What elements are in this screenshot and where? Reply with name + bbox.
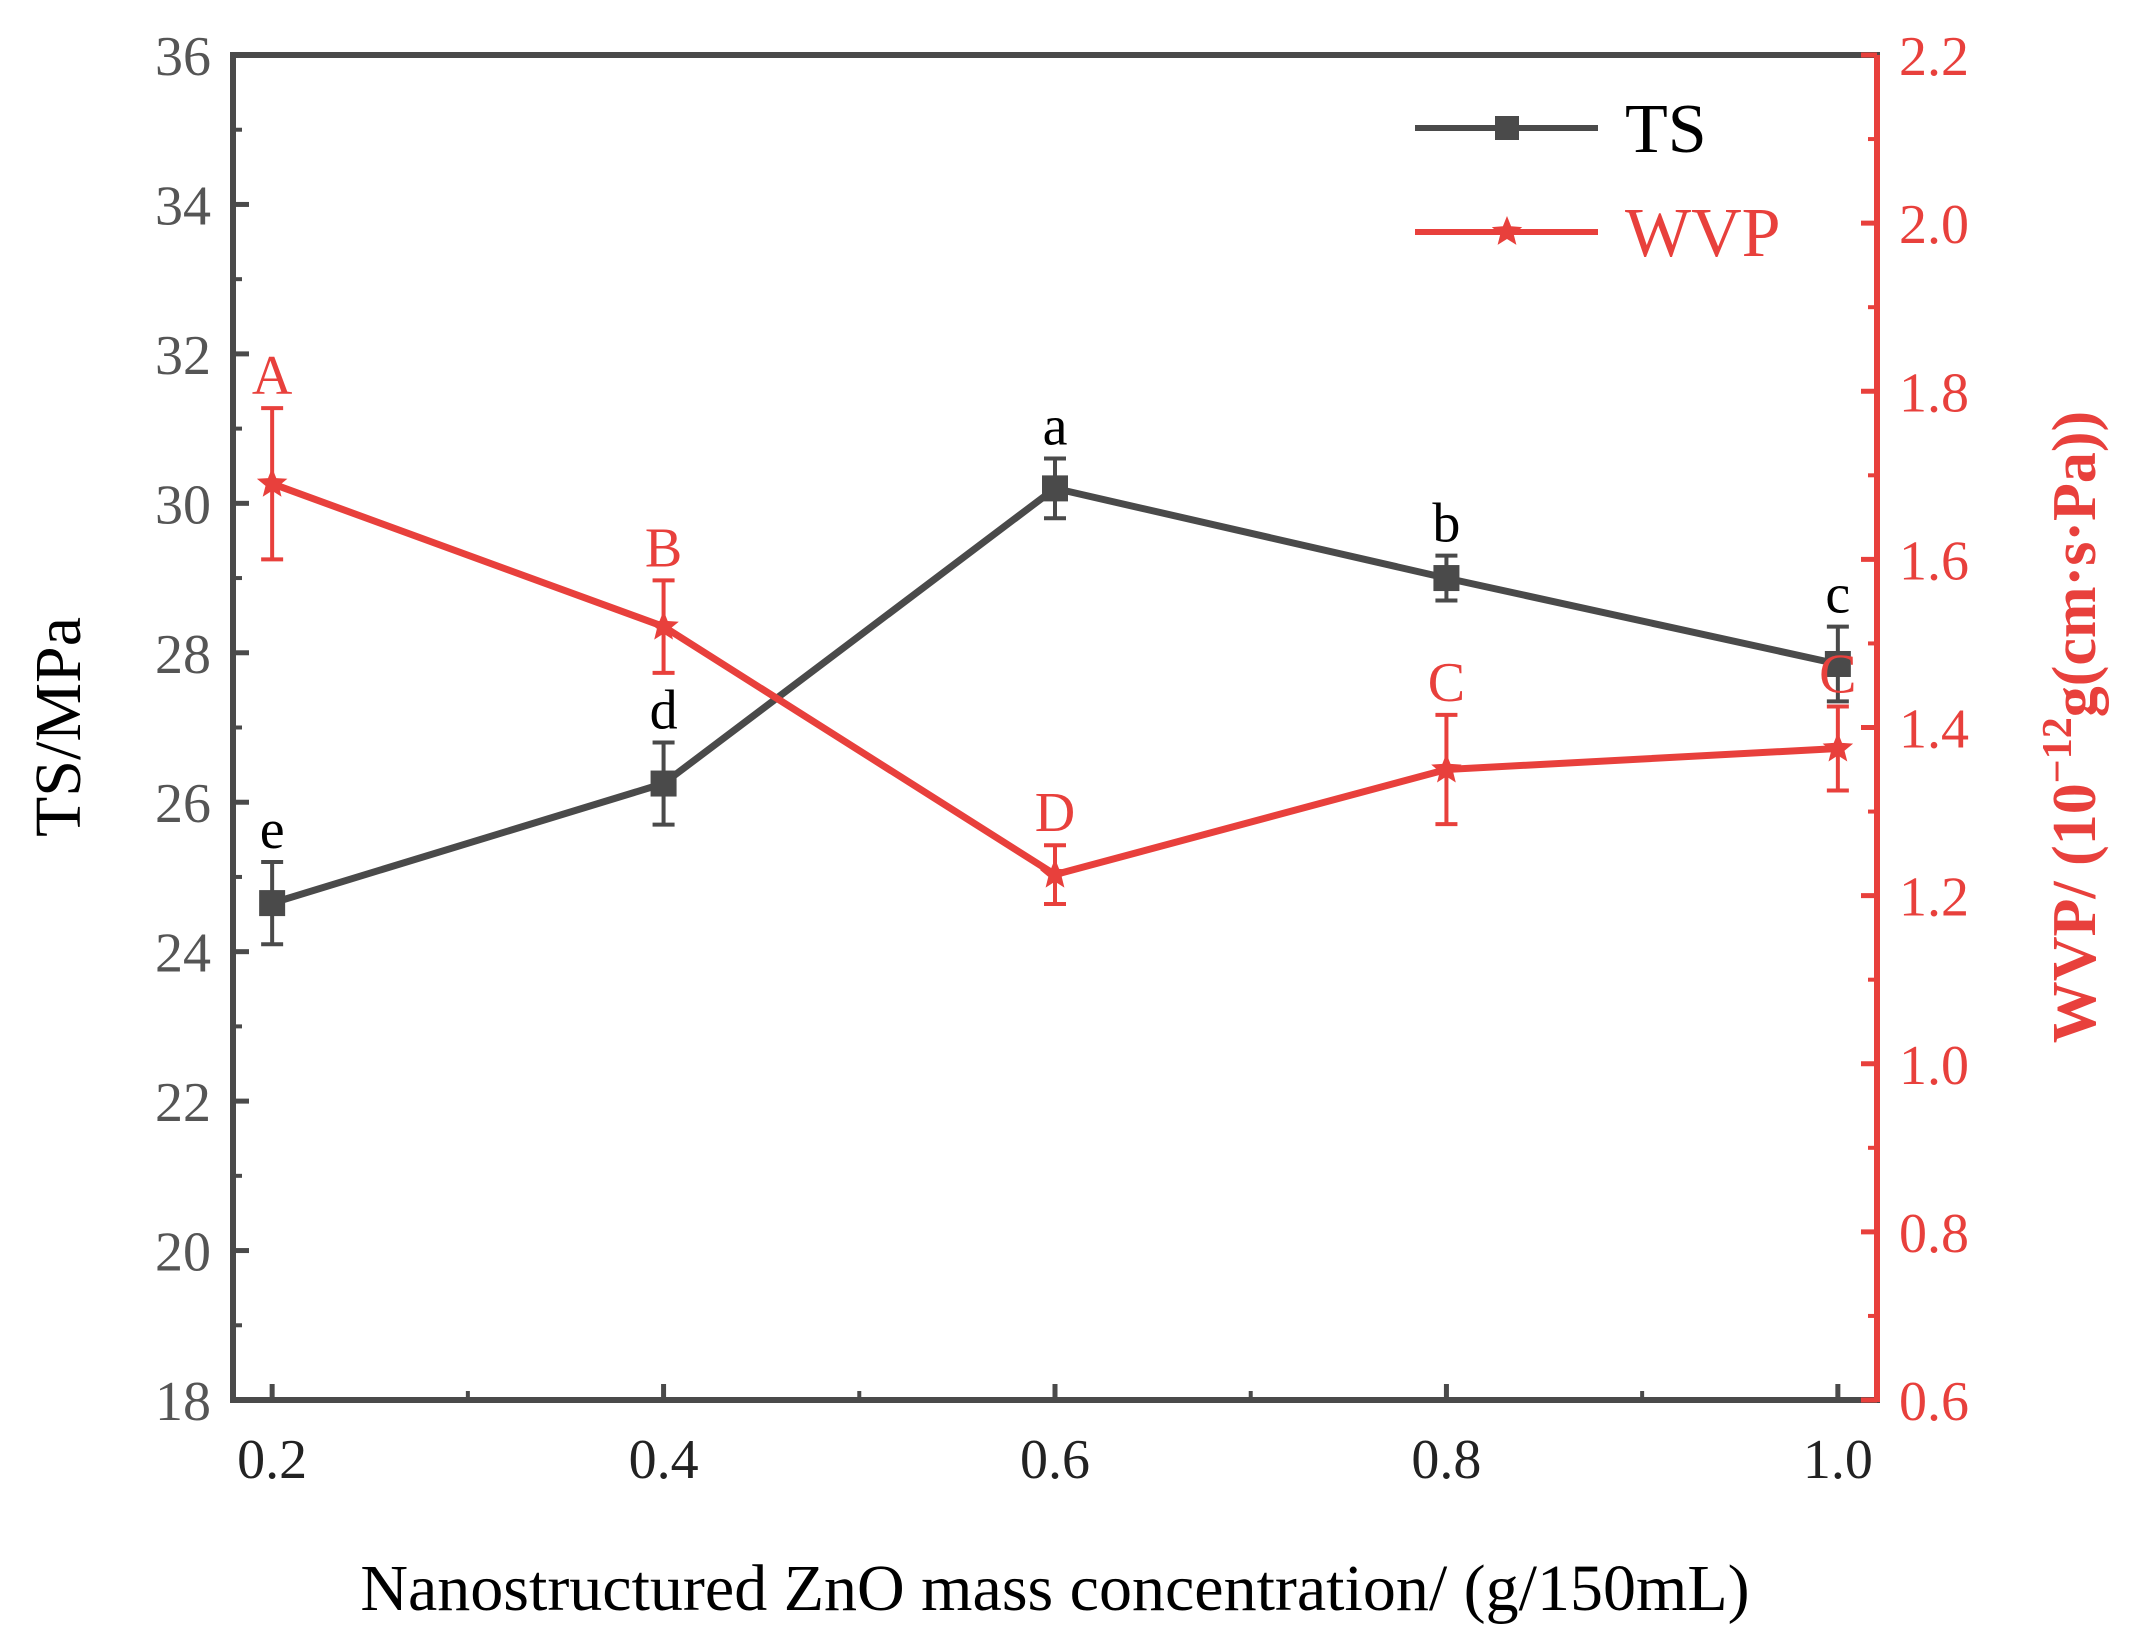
ts-point bbox=[650, 770, 677, 797]
ts-significance-letter: a bbox=[1043, 396, 1068, 458]
left-axis-title: TS/MPa bbox=[22, 617, 95, 837]
legend-ts-label: TS bbox=[1625, 91, 1707, 168]
left-tick-label: 32 bbox=[155, 325, 211, 387]
right-tick-label: 2.0 bbox=[1899, 194, 1969, 256]
ts-point bbox=[259, 890, 286, 917]
x-tick-label: 0.2 bbox=[237, 1429, 307, 1491]
wvp-significance-letter: B bbox=[645, 517, 682, 579]
right-tick-label: 1.6 bbox=[1899, 530, 1969, 592]
legend-ts-marker bbox=[1495, 116, 1519, 140]
right-axis-title-main: WVP/ (10 bbox=[2041, 783, 2109, 1043]
ts-point bbox=[1042, 475, 1068, 502]
ts-significance-letter: e bbox=[260, 799, 285, 861]
series-layer: e d a b c A B D C C bbox=[252, 345, 1857, 947]
left-tick-label: 28 bbox=[155, 624, 211, 686]
left-tick-label: 34 bbox=[155, 175, 211, 237]
left-tick-label: 18 bbox=[155, 1371, 211, 1433]
right-tick-label: 1.0 bbox=[1899, 1035, 1969, 1097]
left-tick-label: 26 bbox=[155, 773, 211, 835]
right-axis-title: WVP/ (10−12g(cm·s·Pa)) bbox=[2035, 411, 2109, 1043]
ts-significance-letter: b bbox=[1432, 493, 1460, 555]
wvp-point bbox=[1039, 858, 1071, 888]
left-tick-label: 36 bbox=[155, 26, 211, 88]
right-tick-label: 0.8 bbox=[1899, 1203, 1969, 1265]
x-axis-ticks: 0.2 0.4 0.6 0.8 1.0 bbox=[237, 1384, 1873, 1491]
right-axis-ticks: 0.6 0.8 1.0 1.2 1.4 1.6 1.8 2.0 2.2 bbox=[1861, 26, 1969, 1433]
legend: TS WVP bbox=[1415, 91, 1781, 272]
wvp-significance-letter: D bbox=[1035, 782, 1075, 844]
ts-significance-letter: d bbox=[650, 679, 678, 741]
right-tick-label: 1.2 bbox=[1899, 867, 1969, 929]
left-axis-ticks: 18 20 22 24 26 28 30 32 34 36 bbox=[155, 26, 249, 1433]
left-tick-label: 22 bbox=[155, 1072, 211, 1134]
legend-wvp-marker bbox=[1491, 216, 1523, 245]
x-tick-label: 0.4 bbox=[629, 1429, 699, 1491]
left-tick-label: 24 bbox=[155, 923, 211, 985]
x-tick-label: 0.6 bbox=[1020, 1429, 1090, 1491]
left-tick-label: 20 bbox=[155, 1222, 211, 1284]
right-tick-label: 0.6 bbox=[1899, 1371, 1969, 1433]
x-axis-title: Nanostructured ZnO mass concentration/ (… bbox=[360, 1552, 1749, 1625]
x-tick-label: 0.8 bbox=[1411, 1429, 1481, 1491]
right-axis-title-exponent: −12 bbox=[2035, 717, 2081, 783]
wvp-point bbox=[256, 467, 288, 497]
wvp-point bbox=[648, 610, 679, 640]
right-tick-label: 1.8 bbox=[1899, 362, 1969, 424]
wvp-significance-letter: C bbox=[1428, 652, 1465, 714]
wvp-significance-letter: C bbox=[1819, 643, 1856, 705]
ts-significance-letter: c bbox=[1825, 564, 1850, 626]
right-axis-title-rest: g(cm·s·Pa)) bbox=[2041, 411, 2109, 717]
wvp-point bbox=[1431, 753, 1462, 783]
left-tick-label: 30 bbox=[155, 474, 211, 536]
x-tick-label: 1.0 bbox=[1803, 1429, 1873, 1491]
legend-wvp-label: WVP bbox=[1625, 195, 1781, 272]
ts-point bbox=[1433, 565, 1460, 592]
wvp-point bbox=[1822, 732, 1854, 762]
right-tick-label: 1.4 bbox=[1899, 699, 1969, 761]
ts-point bbox=[1824, 650, 1851, 677]
right-tick-label: 2.2 bbox=[1899, 26, 1969, 88]
wvp-significance-letter: A bbox=[252, 345, 293, 407]
